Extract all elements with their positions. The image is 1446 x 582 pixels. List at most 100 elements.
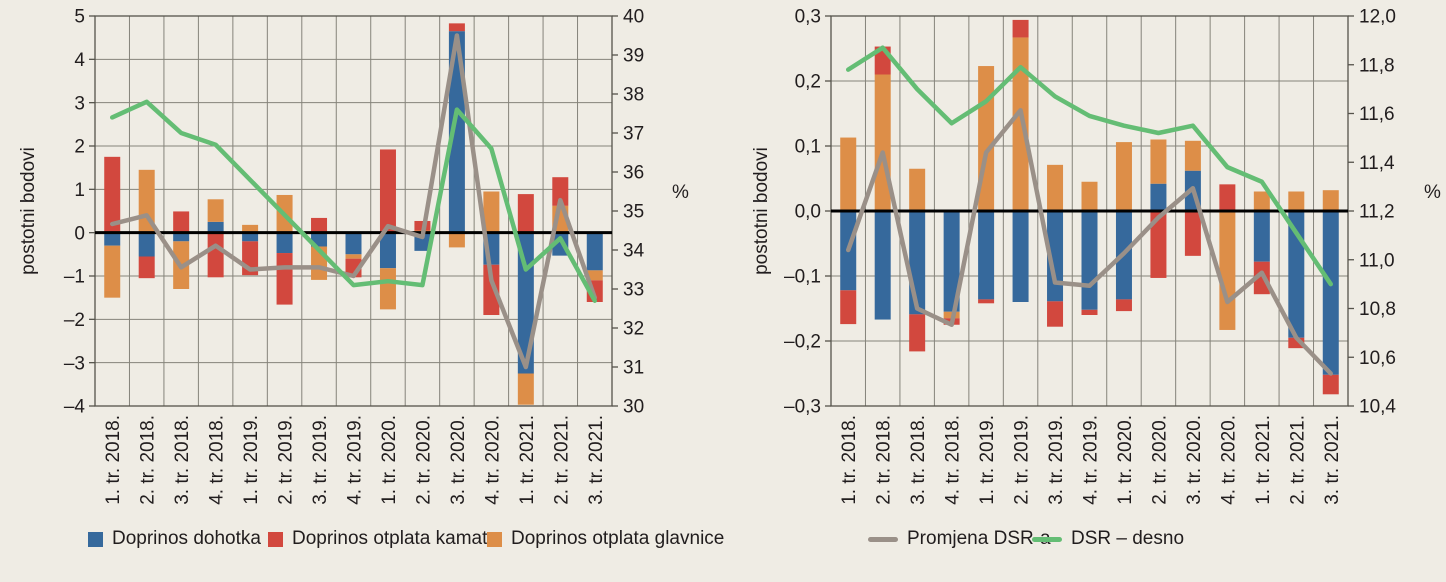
bar-segment-kamata <box>552 177 569 206</box>
bar-segment-glavnica <box>242 224 259 233</box>
y-axis-right-tick-label: 37 <box>623 124 644 145</box>
x-axis-tick-label: 4. tr. 2019. <box>345 415 366 505</box>
y-axis-left-tick-label: 0,2 <box>795 72 821 93</box>
y-axis-left-tick-label: –0,2 <box>784 332 821 353</box>
y-axis-right-tick-label: 36 <box>623 163 644 184</box>
legend-item-kamata: Doprinos otplata kamata <box>268 527 498 551</box>
bar-segment-kamata <box>104 156 121 233</box>
x-axis-tick-label: 2. tr. 2018. <box>874 415 895 505</box>
y-axis-left-tick-label: –4 <box>64 397 86 418</box>
legend-label: Doprinos dohotka <box>112 528 261 549</box>
legend-item-glavnica: Doprinos otplata glavnice <box>487 527 724 551</box>
y-axis-left-tick-label: 4 <box>74 50 85 71</box>
chart-right-dsr-contributions: 0,3 0,2 0,1 0,0 –0,1 –0,2 –0,3 12,0 11,8 11,6 11,4… <box>751 7 1441 505</box>
bar-segment-dohodak <box>1047 211 1064 302</box>
x-axis-tick-label: 1. tr. 2021. <box>1253 415 1274 505</box>
y-axis-title: postotni bodovi <box>18 147 39 275</box>
x-axis-tick-label: 3. tr. 2018. <box>908 415 929 505</box>
x-axis-tick-label: 1. tr. 2019. <box>977 415 998 505</box>
line-promjena <box>845 108 1334 376</box>
bar-segment-dohodak <box>448 31 465 233</box>
bar-segment-glavnica <box>1081 181 1098 211</box>
bar-segment-kamata <box>1322 374 1339 395</box>
bar-segment-glavnica <box>1150 139 1167 184</box>
bar-segment-kamata <box>517 194 534 233</box>
bar-segment-glavnica <box>586 270 603 281</box>
y-axis-right-tick-label: 10,8 <box>1359 299 1396 320</box>
x-axis-tick-label: 1. tr. 2018. <box>103 415 124 505</box>
bar-segment-dohodak <box>1322 211 1339 375</box>
y-axis-left-tick-label: 0,1 <box>795 137 821 158</box>
bar-segment-kamata <box>1184 211 1201 256</box>
percent-label: % <box>1424 182 1441 203</box>
glavnica-swatch-icon <box>487 531 502 547</box>
y-axis-right-tick-label: 32 <box>623 319 644 340</box>
bar-segment-kamata <box>311 217 328 233</box>
x-axis-tick-label: 2. tr. 2019. <box>276 415 297 505</box>
y-axis-right-tick-label: 38 <box>623 85 644 106</box>
x-axis-tick-label: 3. tr. 2018. <box>172 415 193 505</box>
bar-segment-kamata <box>276 253 293 305</box>
legend-item-dsr: DSR – desno <box>1032 527 1184 551</box>
bar-segment-dohodak <box>242 232 259 242</box>
line-dsr <box>109 99 598 303</box>
y-axis-left-tick-label: 5 <box>74 7 85 28</box>
y-axis-right-tick-label: 10,6 <box>1359 348 1396 369</box>
bar-segment-glavnica <box>1047 164 1064 211</box>
y-axis-right-tick-label: 33 <box>623 280 644 301</box>
y-axis-left-tick-label: –0,1 <box>784 267 821 288</box>
legend-label: Doprinos otplata glavnice <box>511 528 725 549</box>
line-dsr <box>845 45 1334 287</box>
bar-segment-glavnica <box>345 254 362 259</box>
y-axis-right-tick-label: 35 <box>623 202 644 223</box>
x-axis-tick-label: 4. tr. 2018. <box>943 415 964 505</box>
bar-segment-glavnica <box>1322 190 1339 211</box>
bar-segment-glavnica <box>1253 191 1270 211</box>
x-axis-tick-label: 2. tr. 2021. <box>1287 415 1308 505</box>
bar-segment-glavnica <box>874 74 891 211</box>
legend-label: Promjena DSR-a <box>907 528 1051 549</box>
y-axis-left-tick-label: –0,3 <box>784 397 821 418</box>
bar-segment-kamata <box>1219 184 1236 211</box>
dohodak-swatch-icon <box>88 531 103 547</box>
bar-segment-kamata <box>173 211 190 233</box>
x-axis-tick-label: 1. tr. 2021. <box>517 415 538 505</box>
y-axis-left-tick-label: 3 <box>74 93 85 114</box>
legend: Doprinos dohotka Doprinos otplata kamata… <box>0 527 1446 557</box>
bar-segment-dohodak <box>978 211 995 300</box>
bar-segment-glavnica <box>1219 211 1236 330</box>
bar-segment-dohodak <box>1150 183 1167 211</box>
y-axis-left-tick-label: –1 <box>64 267 85 288</box>
y-axis-right-tick-label: 12,0 <box>1359 7 1396 28</box>
bar-segment-glavnica <box>1115 142 1132 211</box>
bar-segment-kamata <box>978 299 995 304</box>
line-promjena <box>109 33 598 370</box>
bar-segment-glavnica <box>207 199 224 222</box>
bar-segment-dohodak <box>138 232 155 257</box>
bar-segment-dohodak <box>207 221 224 233</box>
bar-segment-kamata <box>1253 261 1270 295</box>
bar-segment-kamata <box>1081 309 1098 315</box>
y-axis-right-tick-label: 11,2 <box>1359 202 1395 223</box>
bar-segment-dohodak <box>379 232 396 269</box>
bar-segment-dohodak <box>173 232 190 242</box>
y-axis-left-tick-label: –3 <box>64 353 85 374</box>
bar-segment-kamata <box>1150 211 1167 278</box>
bar-segment-glavnica <box>104 245 121 298</box>
x-axis-tick-label: 1. tr. 2019. <box>241 415 262 505</box>
dsr-line-swatch-icon <box>1032 536 1062 542</box>
bar-segment-dohodak <box>276 232 293 254</box>
bar-segment-glavnica <box>517 373 534 405</box>
y-axis-right-tick-label: 11,8 <box>1359 55 1395 76</box>
bar-segment-kamata <box>379 149 396 233</box>
bar-segment-dohodak <box>1012 211 1029 302</box>
bar-segment-dohodak <box>586 232 603 271</box>
bar-segment-dohodak <box>943 211 960 312</box>
x-axis-tick-label: 3. tr. 2021. <box>1322 415 1343 505</box>
y-axis-right-tick-label: 11,0 <box>1359 250 1395 271</box>
y-axis-title: postotni bodovi <box>751 147 772 275</box>
bar-segment-glavnica <box>1184 140 1201 171</box>
x-axis-tick-label: 2. tr. 2019. <box>1012 415 1033 505</box>
